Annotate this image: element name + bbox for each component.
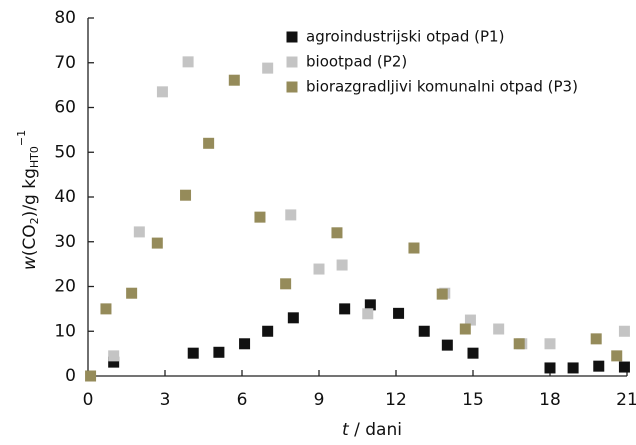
y-tick-label: 40: [54, 187, 76, 207]
point: [593, 360, 605, 372]
point: [618, 361, 630, 373]
y-tick-label: 70: [54, 53, 76, 73]
x-axis-label: t / dani: [342, 420, 402, 440]
x-tick-label: 6: [237, 390, 248, 410]
x-tick-label: 21: [616, 390, 636, 410]
point: [287, 312, 299, 324]
point: [254, 211, 266, 223]
point: [567, 362, 579, 374]
point: [126, 287, 138, 299]
y-tick-label: 20: [54, 277, 76, 297]
y-tick-label: 50: [54, 142, 76, 162]
y-axis-label: w(CO2)/g kgHT0−1: [15, 130, 41, 270]
point: [228, 74, 240, 86]
point: [313, 263, 325, 275]
point: [180, 189, 192, 201]
y-tick-label: 60: [54, 98, 76, 118]
point: [213, 346, 225, 358]
point: [362, 308, 374, 320]
x-tick-label: 3: [160, 390, 171, 410]
point: [85, 370, 97, 382]
point: [339, 303, 351, 315]
legend-marker: [286, 81, 298, 93]
point: [436, 288, 448, 300]
legend-marker: [286, 31, 298, 43]
legend-marker: [286, 56, 298, 68]
y-tick-label: 0: [65, 366, 76, 386]
point: [590, 333, 602, 345]
point: [280, 278, 292, 290]
y-tick-label: 80: [54, 8, 76, 28]
point: [464, 314, 476, 326]
point: [364, 299, 376, 311]
y-tick-label: 10: [54, 321, 76, 341]
point: [618, 325, 630, 337]
point: [544, 362, 556, 374]
point: [262, 325, 274, 337]
legend-label: biootpad (P2): [306, 53, 407, 71]
point: [544, 338, 556, 350]
point: [611, 350, 623, 362]
point: [393, 307, 405, 319]
point: [156, 86, 168, 98]
point: [187, 347, 199, 359]
x-tick-label: 0: [83, 390, 94, 410]
x-tick-label: 18: [539, 390, 561, 410]
point: [262, 62, 274, 74]
legend-label: biorazgradljivi komunalni otpad (P3): [306, 78, 578, 96]
point: [182, 56, 194, 68]
point: [408, 242, 420, 254]
point: [493, 323, 505, 335]
x-tick-label: 9: [314, 390, 325, 410]
point: [513, 338, 525, 350]
point: [100, 303, 112, 315]
point: [133, 226, 145, 238]
point: [203, 137, 215, 149]
point: [108, 356, 120, 368]
legend-label: agroindustrijski otpad (P1): [306, 28, 504, 46]
point: [285, 209, 297, 221]
point: [418, 325, 430, 337]
point: [336, 259, 348, 271]
point: [108, 350, 120, 362]
point: [467, 347, 479, 359]
point: [459, 323, 471, 335]
x-tick-label: 12: [385, 390, 407, 410]
point: [331, 227, 343, 239]
point: [441, 339, 453, 351]
point: [151, 237, 163, 249]
point: [239, 338, 251, 350]
x-tick-label: 15: [462, 390, 484, 410]
y-tick-label: 30: [54, 232, 76, 252]
